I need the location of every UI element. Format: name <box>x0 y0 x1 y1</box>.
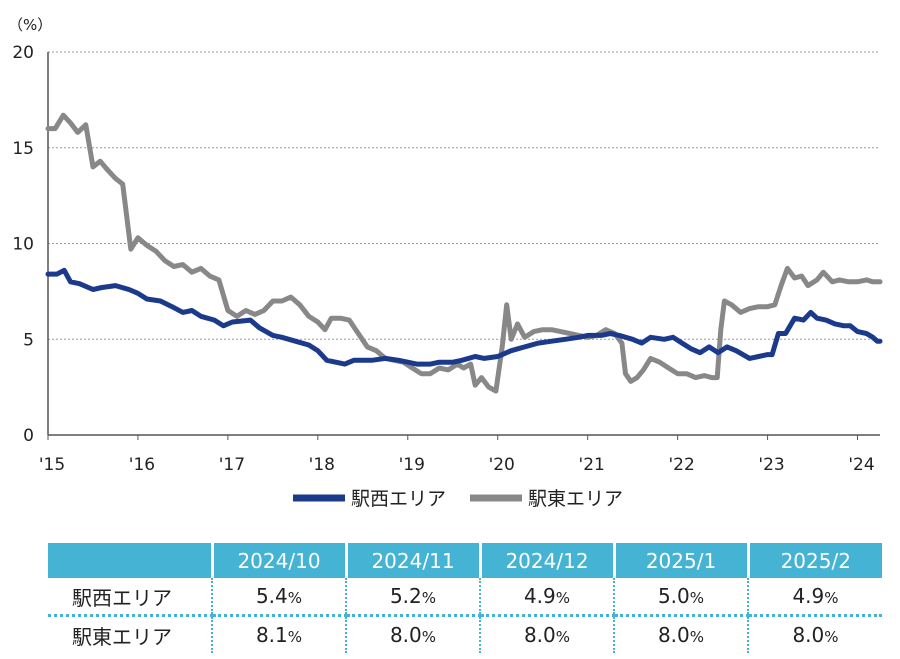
table-cell: 8.0% <box>345 615 480 653</box>
cell-value: 5.0 <box>657 584 690 608</box>
table-cell: 5.4% <box>211 578 346 617</box>
table-cell: 4.9% <box>479 578 614 617</box>
legend-label-east: 駅東エリア <box>528 488 623 510</box>
table-header-cell <box>48 543 212 578</box>
cell-value: 5.2 <box>389 584 422 608</box>
x-tick-label: '21 <box>579 455 605 475</box>
row-label: 駅東エリア <box>72 624 172 649</box>
cell-value: 4.9 <box>523 584 556 608</box>
table-header-cell: 2025/2 <box>746 543 882 578</box>
table-cell: 4.9% <box>747 578 882 617</box>
y-tick-label: 20 <box>12 43 34 63</box>
y-axis-ticks: 0 5 10 15 20 <box>12 43 34 446</box>
cell-unit: % <box>555 589 571 607</box>
unit-label: （%） <box>8 16 52 34</box>
series-line-west <box>45 267 883 367</box>
table-row: 駅東エリア 8.1% 8.0% 8.0% 8.0% 8.0% <box>48 615 882 653</box>
table-header-row: 2024/10 2024/11 2024/12 2025/1 2025/2 <box>48 543 882 578</box>
cell-value: 5.4 <box>255 584 288 608</box>
legend: 駅西エリア 駅東エリア <box>293 488 623 510</box>
y-tick-label: 10 <box>12 235 34 255</box>
table-cell: 8.0% <box>747 615 882 653</box>
table-header-cell: 2025/1 <box>612 543 748 578</box>
table-cell: 8.0% <box>479 615 614 653</box>
y-tick-label: 5 <box>23 330 34 350</box>
cell-value: 8.0 <box>523 623 556 647</box>
x-tick-label: '18 <box>309 455 335 475</box>
grid-lines <box>48 51 880 340</box>
table-cell: 5.2% <box>345 578 480 617</box>
table-cell: 8.0% <box>613 615 748 653</box>
legend-label-west: 駅西エリア <box>351 488 446 510</box>
table-row: 駅西エリア 5.4% 5.2% 4.9% 5.0% 4.9% <box>48 578 882 617</box>
cell-unit: % <box>287 589 303 607</box>
x-tick-label: '16 <box>129 455 155 475</box>
table-header-cell: 2024/12 <box>478 543 614 578</box>
x-tick-label: '17 <box>219 455 245 475</box>
y-tick-label: 15 <box>12 139 34 159</box>
cell-unit: % <box>421 589 437 607</box>
cell-unit: % <box>555 628 571 646</box>
x-tick-label: '23 <box>758 455 784 475</box>
series-line-east <box>45 112 883 394</box>
series-lines <box>45 112 883 394</box>
cell-unit: % <box>689 628 705 646</box>
cell-unit: % <box>421 628 437 646</box>
table-cell: 5.0% <box>613 578 748 617</box>
line-chart: （%） 0 5 10 15 20 '15 '16 '17 '18 '19 '20 '21 '22 '23… <box>8 16 883 510</box>
cell-value: 4.9 <box>792 584 825 608</box>
cell-unit: % <box>824 589 839 607</box>
x-tick-label: '19 <box>399 455 425 475</box>
table-header-cell: 2024/11 <box>344 543 480 578</box>
x-axis-ticks: '15 '16 '17 '18 '19 '20 '21 '22 '23 '24 <box>39 435 875 475</box>
table-header-cell: 2024/10 <box>210 543 346 578</box>
x-tick-label: '20 <box>489 455 515 475</box>
cell-unit: % <box>287 628 303 646</box>
y-tick-label: 0 <box>23 426 34 446</box>
cell-value: 8.0 <box>657 623 690 647</box>
cell-unit: % <box>824 628 839 646</box>
cell-value: 8.0 <box>792 623 825 647</box>
x-tick-label: '24 <box>848 455 874 475</box>
cell-value: 8.1 <box>255 623 288 647</box>
row-label: 駅西エリア <box>48 578 212 617</box>
table-cell: 8.1% <box>211 615 346 653</box>
cell-unit: % <box>689 589 705 607</box>
cell-value: 8.0 <box>389 623 422 647</box>
vacancy-table: 2024/10 2024/11 2024/12 2025/1 2025/2 駅西… <box>48 543 882 653</box>
x-tick-label: '15 <box>39 455 65 475</box>
x-tick-label: '22 <box>668 455 694 475</box>
